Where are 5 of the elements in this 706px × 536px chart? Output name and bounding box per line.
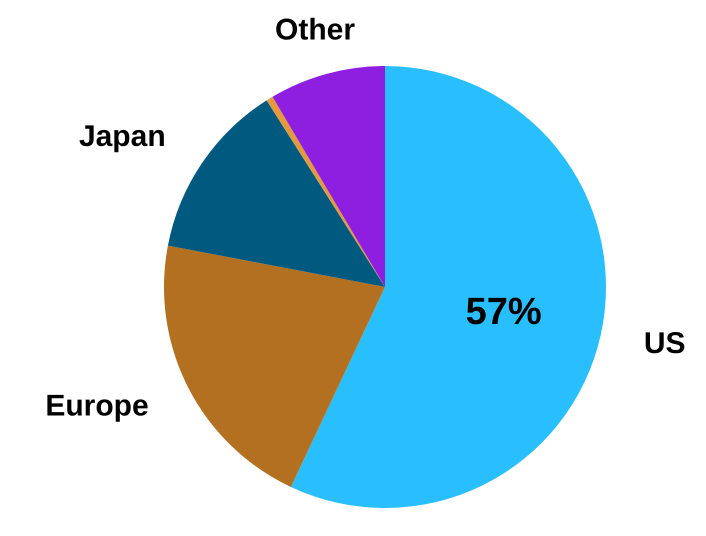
data-label: 57% [466,291,542,333]
slice-label: Other [275,13,356,46]
slice-label: Japan [78,120,166,154]
slice-label: Europe [45,390,149,423]
slice-label: US [644,327,686,360]
